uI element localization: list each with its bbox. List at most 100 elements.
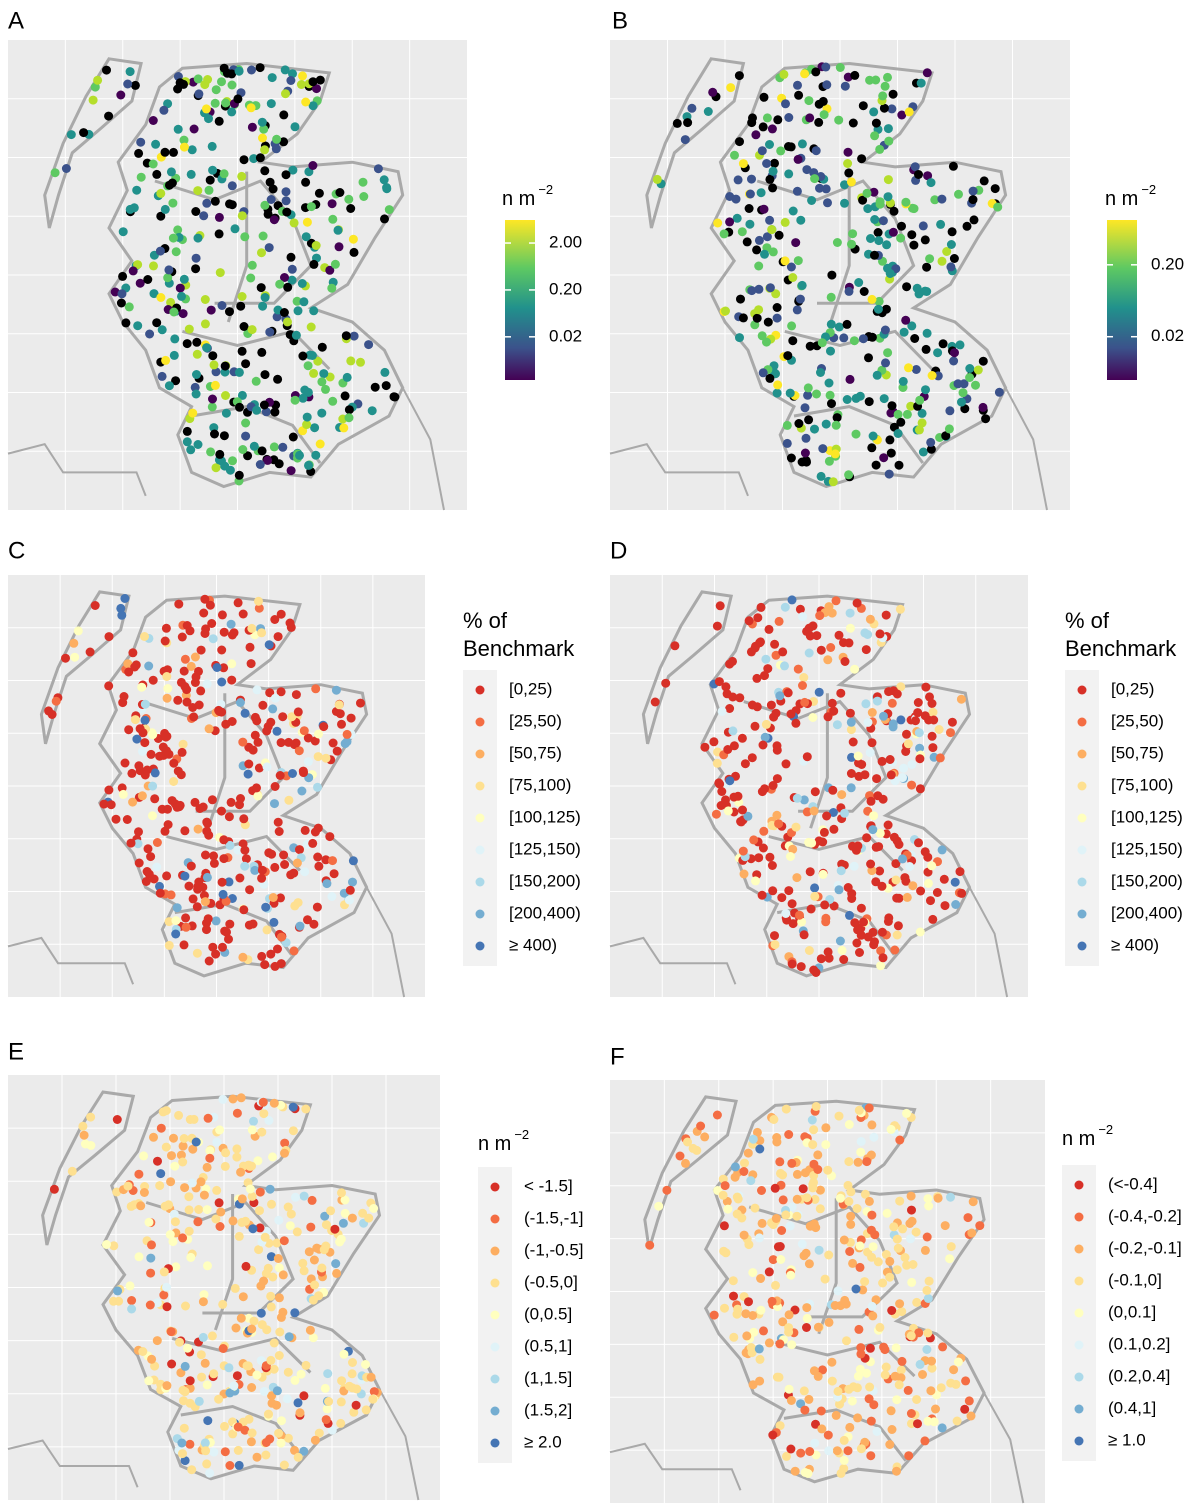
site-point bbox=[895, 1135, 905, 1145]
site-point bbox=[796, 1448, 806, 1458]
site-point bbox=[869, 811, 879, 821]
site-point bbox=[192, 370, 201, 379]
site-point bbox=[914, 838, 923, 848]
legend-label: [75,100) bbox=[1111, 775, 1173, 794]
site-point bbox=[277, 1416, 286, 1426]
coastline bbox=[378, 1389, 420, 1501]
site-point bbox=[851, 393, 861, 403]
site-point bbox=[192, 349, 202, 359]
site-point bbox=[883, 192, 893, 202]
site-point bbox=[844, 1384, 854, 1394]
site-point bbox=[726, 83, 736, 93]
site-point bbox=[300, 825, 310, 835]
site-point bbox=[273, 944, 282, 954]
site-point bbox=[139, 1188, 149, 1197]
site-point bbox=[784, 1310, 794, 1320]
site-point bbox=[932, 888, 942, 897]
site-point bbox=[781, 909, 791, 918]
site-point bbox=[945, 406, 955, 416]
site-point bbox=[191, 1137, 201, 1147]
site-point bbox=[344, 413, 354, 423]
site-point bbox=[782, 420, 792, 430]
site-point bbox=[896, 715, 906, 725]
site-point bbox=[815, 1204, 825, 1214]
site-point bbox=[903, 1385, 913, 1395]
site-point bbox=[255, 63, 265, 73]
site-point bbox=[950, 877, 960, 887]
site-point bbox=[839, 1435, 849, 1445]
site-point bbox=[746, 1343, 756, 1352]
site-point bbox=[736, 294, 745, 304]
site-point bbox=[157, 371, 167, 381]
site-point bbox=[922, 1345, 932, 1354]
site-point bbox=[267, 73, 277, 83]
site-point bbox=[330, 1224, 340, 1234]
site-point bbox=[773, 380, 783, 390]
site-point bbox=[764, 1267, 774, 1277]
site-point bbox=[831, 1410, 841, 1420]
site-point bbox=[771, 650, 781, 660]
site-point bbox=[266, 1252, 276, 1262]
site-point bbox=[840, 808, 849, 818]
site-point bbox=[820, 1274, 830, 1284]
site-point bbox=[871, 75, 881, 85]
site-point bbox=[267, 1199, 276, 1209]
site-point bbox=[145, 329, 155, 339]
site-point bbox=[937, 194, 947, 204]
legend-key bbox=[475, 685, 485, 695]
site-point bbox=[788, 206, 798, 216]
site-point bbox=[856, 903, 866, 913]
site-point bbox=[178, 739, 188, 749]
site-point bbox=[281, 89, 290, 99]
site-point bbox=[877, 756, 887, 766]
site-point bbox=[842, 1336, 851, 1346]
site-point bbox=[827, 399, 836, 409]
site-point bbox=[230, 224, 240, 234]
site-point bbox=[166, 297, 176, 307]
legend-key bbox=[490, 1406, 500, 1416]
site-point bbox=[784, 886, 794, 896]
site-point bbox=[826, 346, 835, 356]
site-point bbox=[968, 186, 978, 196]
site-point bbox=[837, 945, 847, 955]
site-point bbox=[846, 769, 856, 778]
site-point bbox=[946, 262, 956, 272]
site-point bbox=[274, 1351, 284, 1360]
site-point bbox=[831, 596, 841, 606]
site-point bbox=[884, 136, 894, 146]
site-point bbox=[868, 825, 878, 835]
site-point bbox=[739, 1167, 749, 1176]
site-point bbox=[160, 826, 170, 836]
site-point bbox=[743, 1148, 753, 1158]
site-point bbox=[869, 1400, 879, 1410]
site-point bbox=[219, 63, 229, 73]
site-point bbox=[783, 351, 793, 361]
site-point bbox=[809, 1219, 819, 1229]
site-point bbox=[191, 672, 201, 682]
site-point bbox=[914, 1328, 924, 1338]
site-point bbox=[748, 1380, 758, 1390]
site-point bbox=[783, 688, 793, 698]
site-point bbox=[313, 782, 322, 792]
site-point bbox=[310, 736, 320, 746]
site-point bbox=[687, 103, 697, 113]
site-point bbox=[781, 1104, 791, 1114]
site-point bbox=[886, 448, 896, 458]
site-point bbox=[208, 634, 218, 644]
site-point bbox=[244, 920, 254, 930]
site-point bbox=[733, 791, 743, 801]
site-point bbox=[324, 1397, 334, 1406]
site-point bbox=[920, 286, 930, 296]
site-point bbox=[279, 1236, 289, 1246]
site-point bbox=[828, 808, 838, 817]
site-point bbox=[280, 65, 290, 75]
site-point bbox=[784, 169, 794, 179]
site-point bbox=[757, 146, 767, 156]
site-point bbox=[844, 1157, 854, 1167]
site-point bbox=[334, 700, 344, 710]
site-point bbox=[756, 637, 765, 647]
site-point bbox=[892, 689, 902, 699]
site-point bbox=[912, 283, 922, 293]
site-point bbox=[803, 390, 813, 400]
site-point bbox=[163, 99, 173, 109]
